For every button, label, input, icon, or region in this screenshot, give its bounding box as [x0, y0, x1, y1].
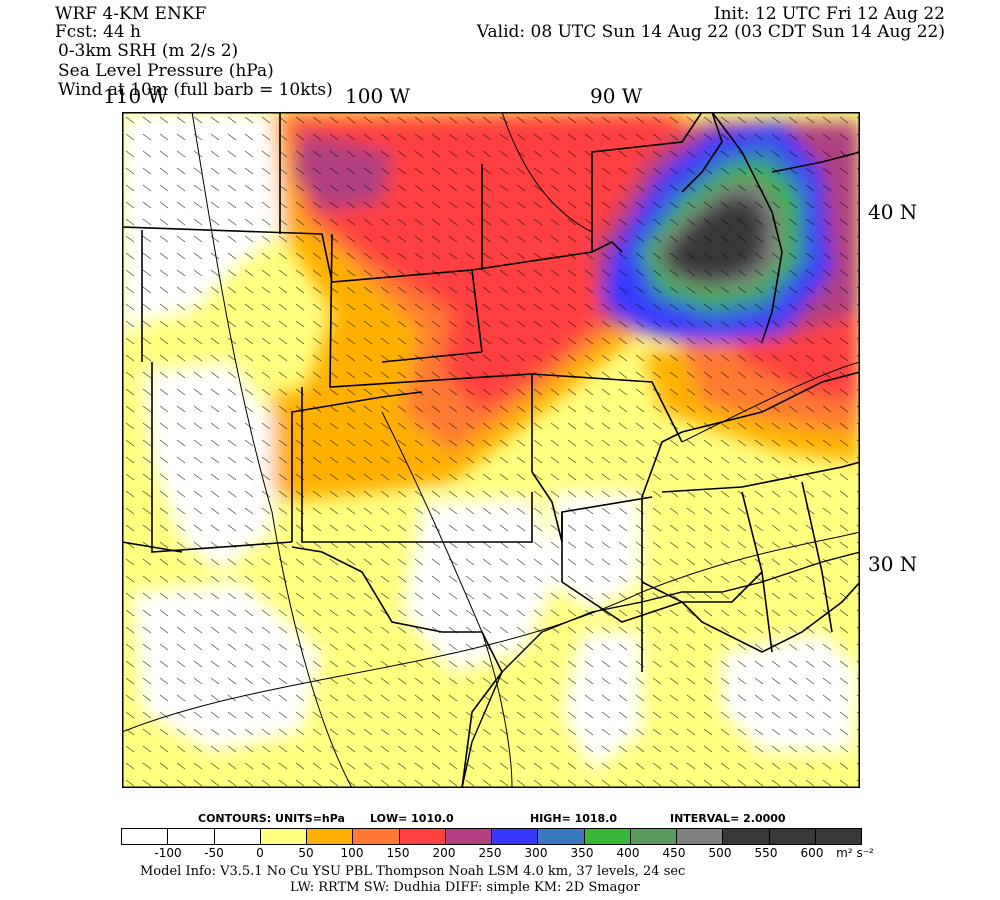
forecast-hour: Fcst: 44 h [55, 22, 141, 42]
color-swatch [307, 829, 354, 844]
tick-label: -100 [154, 846, 182, 860]
physics-info: LW: RRTM SW: Dudhia DIFF: simple KM: 2D … [290, 880, 640, 895]
tick-label: 450 [662, 846, 686, 860]
color-swatch [353, 829, 400, 844]
contour-low: LOW= 1010.0 [370, 812, 454, 825]
color-swatch [492, 829, 539, 844]
color-swatch [630, 829, 677, 844]
lat-label-30n: 30 N [868, 552, 918, 576]
tick-label: 300 [524, 846, 548, 860]
model-info: Model Info: V3.5.1 No Cu YSU PBL Thompso… [140, 864, 686, 879]
colorbar-units: m² s⁻² [836, 846, 874, 860]
tick-label: 100 [340, 846, 364, 860]
tick-label: 50 [298, 846, 314, 860]
color-swatch [769, 829, 816, 844]
color-swatch [723, 829, 770, 844]
tick-label: 200 [432, 846, 456, 860]
lon-label-100w: 100 W [345, 84, 411, 108]
tick-label: 400 [616, 846, 640, 860]
tick-label: 150 [386, 846, 410, 860]
color-swatch [214, 829, 261, 844]
model-title: WRF 4-KM ENKF [55, 4, 207, 24]
field-wind-label: Wind at 10m (full barb = 10kts) [58, 80, 333, 100]
srh-map [122, 112, 860, 788]
color-swatch [260, 829, 307, 844]
lon-label-90w: 90 W [590, 84, 643, 108]
lon-label-110w: 110 W [103, 84, 169, 108]
color-swatch [815, 829, 861, 844]
valid-time: Valid: 08 UTC Sun 14 Aug 22 (03 CDT Sun … [476, 22, 945, 42]
color-swatch [122, 829, 169, 844]
tick-label: 0 [256, 846, 264, 860]
contour-high: HIGH= 1018.0 [530, 812, 618, 825]
tick-label: 350 [570, 846, 594, 860]
contour-units: CONTOURS: UNITS=hPa [198, 812, 345, 825]
color-swatch [584, 829, 631, 844]
color-swatch [168, 829, 215, 844]
tick-label: 250 [478, 846, 502, 860]
tick-label: 550 [754, 846, 778, 860]
color-swatch [445, 829, 492, 844]
contour-interval: INTERVAL= 2.0000 [670, 812, 786, 825]
color-swatch [538, 829, 585, 844]
color-swatch [677, 829, 724, 844]
tick-label: 600 [800, 846, 824, 860]
color-swatch [399, 829, 446, 844]
field-slp-label: Sea Level Pressure (hPa) [58, 61, 274, 81]
color-bar [121, 828, 862, 845]
init-time: Init: 12 UTC Fri 12 Aug 22 [713, 4, 945, 24]
field-srh-label: 0-3km SRH (m 2/s 2) [58, 41, 239, 61]
tick-label: 500 [708, 846, 732, 860]
tick-label: -50 [204, 846, 224, 860]
lat-label-40n: 40 N [868, 200, 918, 224]
